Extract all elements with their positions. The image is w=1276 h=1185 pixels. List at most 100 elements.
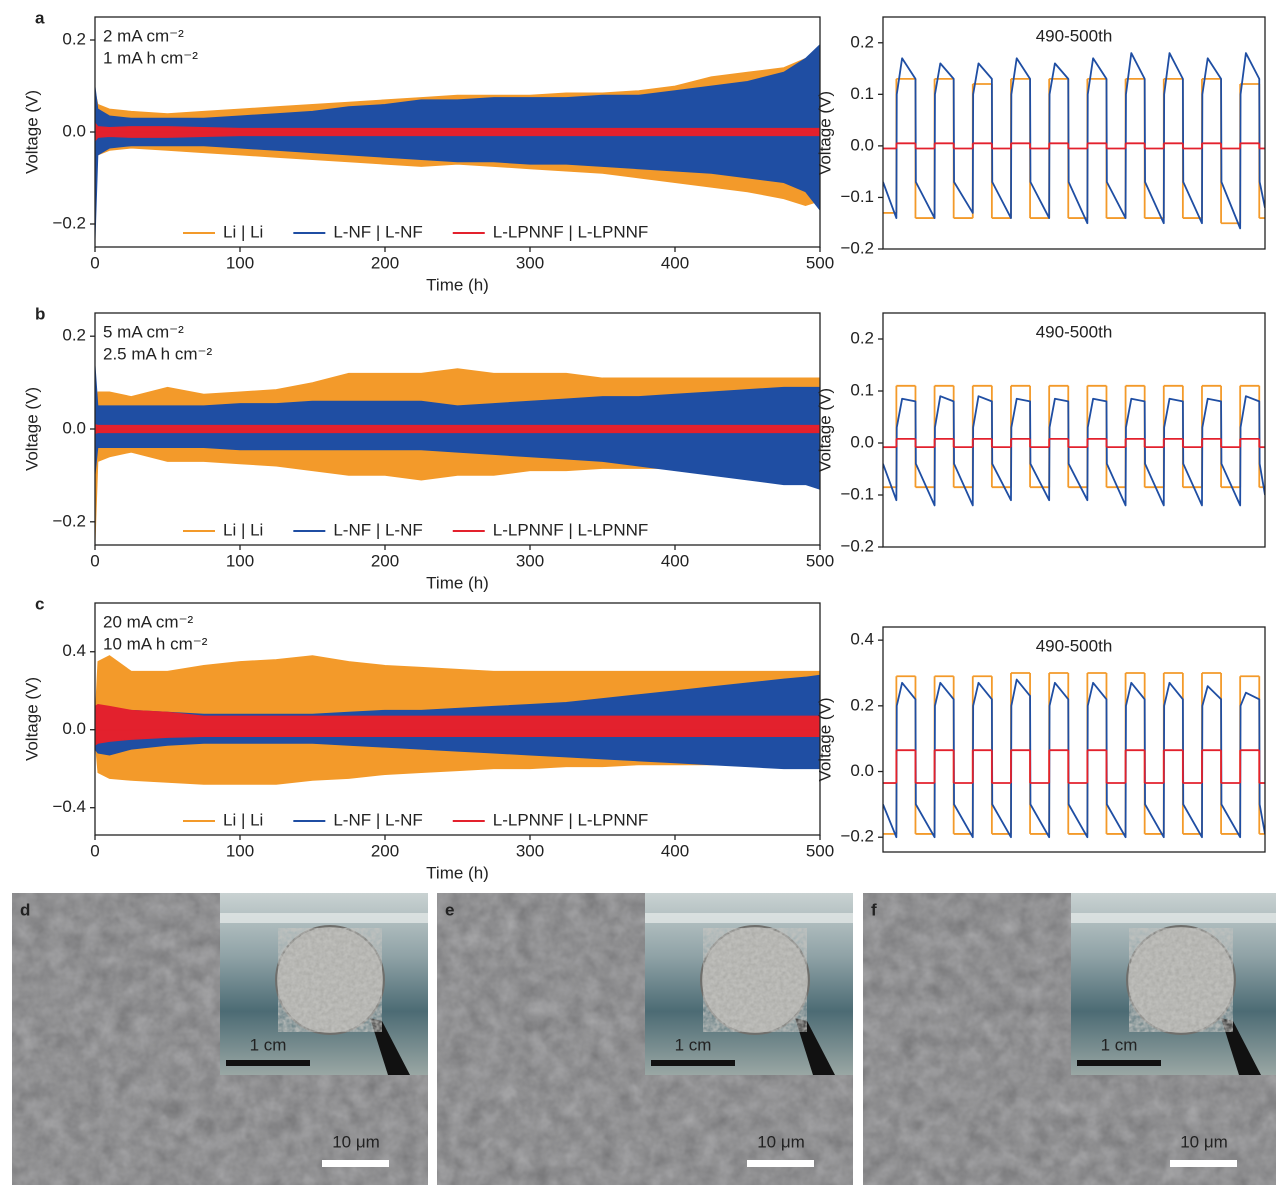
plot-area: [883, 384, 1265, 507]
micrograph: f 1 cm 10 μm: [863, 893, 1276, 1185]
y-axis-title: Voltage (V): [815, 91, 834, 175]
plot-frame: [94, 602, 821, 836]
envelope-lower: [95, 729, 820, 770]
y-axis-title: Voltage (V): [815, 388, 834, 472]
envelope-lower: [95, 131, 820, 142]
chart: −0.2 0.0 0.2 0.4 Voltage (V) 490-500th: [815, 626, 1266, 853]
electrode-texture: [278, 928, 382, 1032]
envelope-lower: [95, 428, 820, 490]
plot-area: [95, 44, 820, 243]
inset-scale-label: 1 cm: [1101, 1035, 1138, 1054]
chart-title: 490-500th: [1036, 322, 1113, 341]
annotation: 2.5 mA h cm⁻²: [103, 344, 212, 363]
y-tick-label: −0.2: [840, 238, 874, 257]
y-axis-title: Voltage (V): [815, 697, 834, 781]
tweezers: [795, 1018, 835, 1075]
envelope-upper: [95, 364, 820, 430]
legend-label: L-LPNNF | L-LPNNF: [493, 520, 649, 539]
y-tick-label: 0.2: [850, 328, 874, 347]
y-tick-label: 0.2: [62, 29, 86, 48]
legend-label: L-NF | L-NF: [333, 810, 422, 829]
plot-area: [883, 672, 1265, 839]
scale-label: 10 μm: [332, 1132, 380, 1151]
y-tick-label: 0.0: [850, 432, 874, 451]
chart: −0.2 0.0 0.2 0 100 200 300 400 500 Time (h) Voltag…: [22, 304, 834, 592]
envelope-upper: [95, 703, 820, 731]
legend-label: L-LPNNF | L-LPNNF: [493, 222, 649, 241]
voltage-line: [883, 52, 1265, 230]
envelope-lower: [95, 729, 820, 746]
y-axis-title: Voltage (V): [22, 677, 41, 761]
tweezers: [370, 1018, 410, 1075]
chart: −0.2 −0.1 0.0 0.1 0.2 Voltage (V) 490-500th: [815, 16, 1266, 257]
electrode-texture: [1129, 928, 1233, 1032]
plot-frame: [882, 16, 1266, 250]
x-axis-title: Time (h): [426, 275, 489, 294]
x-tick-label: 400: [661, 841, 689, 860]
panel-label: f: [871, 900, 877, 919]
y-tick-label: −0.2: [840, 536, 874, 555]
panel-label: b: [35, 304, 45, 323]
x-tick-label: 300: [516, 253, 544, 272]
envelope-lower: [95, 131, 820, 243]
annotation: 20 mA cm⁻²: [103, 612, 194, 631]
scale-bar: [1170, 1160, 1237, 1167]
x-tick-label: 400: [661, 551, 689, 570]
chart: −0.2 −0.1 0.0 0.1 0.2 Voltage (V) 490-500th: [815, 312, 1266, 555]
x-tick-label: 200: [371, 841, 399, 860]
x-tick-label: 300: [516, 841, 544, 860]
chart: −0.2 0.0 0.2 0 100 200 300 400 500 Time (h) Voltag…: [22, 8, 834, 294]
annotation: 1 mA h cm⁻²: [103, 48, 198, 67]
x-tick-label: 200: [371, 551, 399, 570]
y-axis-title: Voltage (V): [22, 387, 41, 471]
annotation: 10 mA h cm⁻²: [103, 634, 208, 653]
plot-area: [95, 655, 820, 785]
voltage-line: [883, 678, 1265, 839]
micrograph: d 1 cm 10 μm: [12, 893, 428, 1185]
y-tick-label: −0.1: [840, 187, 874, 206]
chart-title: 490-500th: [1036, 26, 1113, 45]
y-axis-title: Voltage (V): [22, 90, 41, 174]
y-tick-label: 0.1: [850, 84, 874, 103]
envelope-upper: [95, 423, 820, 430]
plot-frame: [882, 312, 1266, 548]
legend-label: Li | Li: [223, 222, 263, 241]
y-tick-label: 0.0: [62, 418, 86, 437]
envelope-lower: [95, 428, 820, 435]
scale-label: 10 μm: [757, 1132, 805, 1151]
x-tick-label: 500: [806, 253, 834, 272]
panel-label: e: [445, 900, 454, 919]
y-tick-label: 0.4: [850, 630, 874, 649]
x-tick-label: 0: [90, 841, 99, 860]
y-tick-label: 0.0: [62, 719, 86, 738]
envelope-upper: [95, 44, 820, 133]
y-tick-label: 0.2: [62, 326, 86, 345]
y-tick-label: 0.0: [850, 135, 874, 154]
y-tick-label: 0.1: [850, 380, 874, 399]
legend-label: Li | Li: [223, 520, 263, 539]
y-tick-label: −0.2: [52, 213, 86, 232]
x-axis-title: Time (h): [426, 573, 489, 592]
y-tick-label: −0.2: [52, 511, 86, 530]
photo-bench: [220, 913, 428, 923]
photo-bench: [645, 913, 853, 923]
inset-scale-bar: [226, 1060, 310, 1066]
scale-label: 10 μm: [1180, 1132, 1228, 1151]
x-tick-label: 0: [90, 551, 99, 570]
electrode-texture: [703, 928, 807, 1032]
scale-bar: [322, 1160, 389, 1167]
panel-label: a: [35, 8, 45, 27]
y-tick-label: 0.0: [62, 121, 86, 140]
y-tick-label: 0.2: [850, 695, 874, 714]
inset-scale-bar: [651, 1060, 735, 1066]
x-tick-label: 500: [806, 551, 834, 570]
inset-scale-bar: [1077, 1060, 1161, 1066]
micrograph: e 1 cm 10 μm: [437, 893, 853, 1185]
x-axis-title: Time (h): [426, 863, 489, 882]
inset-scale-label: 1 cm: [675, 1035, 712, 1054]
x-tick-label: 200: [371, 253, 399, 272]
x-tick-label: 0: [90, 253, 99, 272]
annotation: 2 mA cm⁻²: [103, 26, 184, 45]
